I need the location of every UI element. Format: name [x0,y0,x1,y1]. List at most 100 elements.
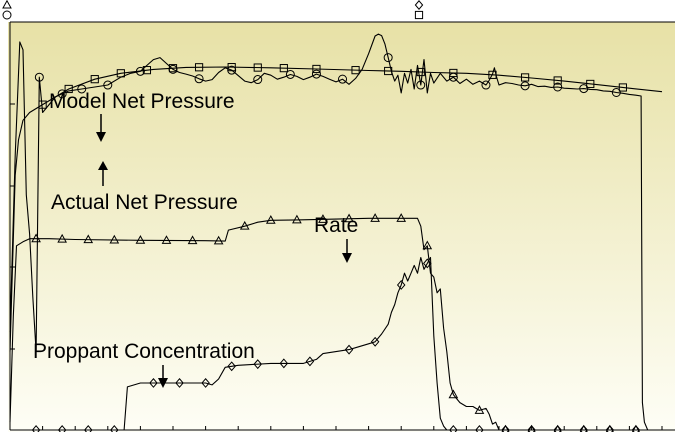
arrowhead-actual-net-pressure [98,161,108,170]
arrowhead-model-net-pressure [96,132,106,142]
rate-marker-7 [213,235,224,245]
proppant-concentration-marker-18 [527,425,536,432]
proppant-concentration-marker-11 [344,344,354,355]
rate-line [9,217,662,431]
proppant-concentration-marker-22 [631,425,641,432]
rate-marker-1 [57,233,68,243]
proppant-concentration-marker-5 [175,377,184,388]
rate-marker-6 [187,235,198,245]
actual-net-pressure-marker-5 [168,64,178,74]
arrowhead-proppant-concentration [158,378,168,388]
actual-net-pressure-marker-10 [311,69,321,79]
series-proppant-concentration [10,256,662,432]
actual-net-pressure-marker-1 [57,89,67,99]
model-net-pressure-marker-1 [64,84,73,94]
rate-marker-11 [318,214,328,223]
proppant-concentration-marker-16 [475,425,484,432]
actual-net-pressure-marker-0 [34,72,44,82]
top-marker-square [414,10,424,20]
actual-net-pressure-line [9,33,649,431]
actual-net-pressure-marker-7 [227,65,237,75]
rate-marker-8 [239,220,250,230]
rate-marker-21 [579,424,588,432]
rate-marker-15 [422,240,433,250]
actual-net-pressure-marker-8 [253,75,263,85]
rate-marker-18 [501,424,510,432]
label-rate: Rate [314,214,358,237]
actual-net-pressure-marker-18 [579,84,589,94]
actual-net-pressure-marker-14 [448,72,458,82]
series-layer [9,33,663,432]
model-net-pressure-marker-6 [194,63,204,72]
actual-net-pressure-marker-12 [383,53,393,63]
rate-marker-9 [265,215,276,224]
rate-marker-14 [396,213,407,222]
rate-marker-16 [448,389,459,399]
actual-net-pressure-marker-6 [194,74,204,84]
rate-marker-0 [31,233,41,243]
rate-marker-4 [135,235,146,244]
rate-marker-22 [605,424,614,432]
proppant-concentration-marker-17 [501,425,510,432]
model-net-pressure-line [9,66,663,352]
proppant-concentration-marker-7 [227,361,236,372]
actual-net-pressure-marker-2 [77,84,87,94]
model-net-pressure-marker-17 [553,76,562,85]
rate-marker-10 [292,214,302,224]
actual-net-pressure-marker-16 [520,81,530,91]
proppant-concentration-marker-14 [423,258,432,269]
actual-net-pressure-marker-11 [338,74,348,84]
model-net-pressure-marker-2 [90,75,99,84]
proppant-concentration-marker-8 [253,359,263,370]
model-net-pressure-marker-14 [449,68,458,78]
label-model-net-pressure: Model Net Pressure [49,90,235,113]
rate-marker-23 [631,424,640,432]
proppant-concentration-marker-9 [279,358,289,369]
model-net-pressure-marker-13 [416,67,425,77]
top-marker-diamond [414,0,424,10]
actual-net-pressure-marker-13 [416,80,426,90]
actual-net-pressure-marker-9 [285,69,295,79]
actual-net-pressure-marker-15 [481,80,491,90]
proppant-concentration-line [10,256,662,431]
proppant-concentration-marker-21 [605,425,615,432]
rate-marker-12 [344,213,354,223]
label-proppant-concentration: Proppant Concentration [33,340,255,363]
proppant-concentration-marker-13 [396,279,406,290]
rate-marker-3 [109,234,120,244]
model-net-pressure-marker-19 [618,83,627,92]
model-net-pressure-marker-11 [351,66,360,75]
actual-net-pressure-marker-4 [135,66,145,76]
proppant-concentration-marker-2 [83,425,93,432]
model-net-pressure-marker-4 [142,66,152,75]
proppant-concentration-marker-10 [305,356,315,367]
model-net-pressure-marker-16 [520,73,530,82]
rate-marker-17 [474,405,485,414]
arrowhead-rate [342,253,352,263]
annotations: Model Net Pressure Actual Net Pressure R… [33,90,358,388]
proppant-concentration-marker-19 [553,425,562,432]
top-axis-markers [2,0,424,20]
proppant-concentration-marker-0 [31,425,41,432]
proppant-concentration-marker-20 [579,425,589,432]
proppant-concentration-marker-3 [110,425,119,432]
actual-net-pressure-marker-19 [611,87,621,97]
proppant-concentration-marker-4 [149,377,158,388]
top-marker-circle [2,10,12,20]
model-net-pressure-marker-18 [586,79,595,89]
series-actual-net-pressure [9,33,649,431]
rate-marker-13 [370,213,380,222]
proppant-concentration-marker-1 [57,425,67,432]
proppant-concentration-marker-6 [201,377,210,388]
plot-background [8,22,675,432]
model-net-pressure-marker-10 [312,64,321,74]
rate-marker-20 [553,424,562,432]
rate-marker-2 [83,234,94,244]
actual-net-pressure-marker-17 [553,82,563,92]
rate-marker-5 [161,235,172,244]
top-marker-triangle [2,0,12,9]
proppant-concentration-marker-12 [370,336,380,347]
series-rate [9,213,662,432]
model-net-pressure-marker-9 [279,64,288,73]
